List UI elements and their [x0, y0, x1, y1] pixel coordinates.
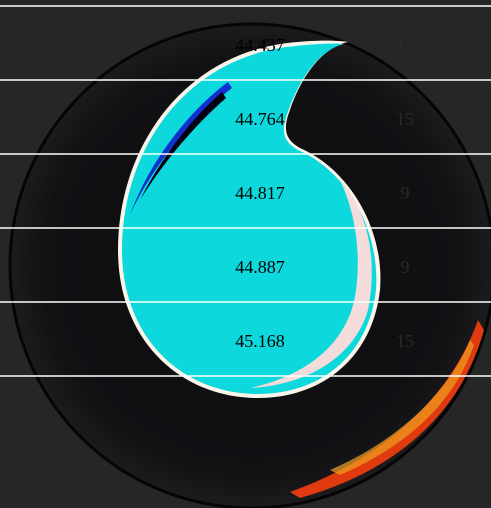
row-value: 45.168: [235, 331, 285, 351]
row-value: 44.764: [235, 109, 285, 129]
row-count: 9: [401, 257, 410, 277]
pink-region: [250, 180, 372, 388]
row-count: 9: [401, 183, 410, 203]
row-count: 12: [396, 35, 414, 55]
row-value: 44.887: [235, 257, 285, 277]
row-count: 15: [396, 109, 414, 129]
row-value: 44.817: [235, 183, 285, 203]
row-count: 15: [396, 331, 414, 351]
table-overlay: 44.437 12 44.764 15 44.817 9 44.887 9 45.168 15: [0, 5, 491, 377]
dark-streak: [140, 92, 226, 200]
row-value: 44.437: [235, 35, 285, 55]
